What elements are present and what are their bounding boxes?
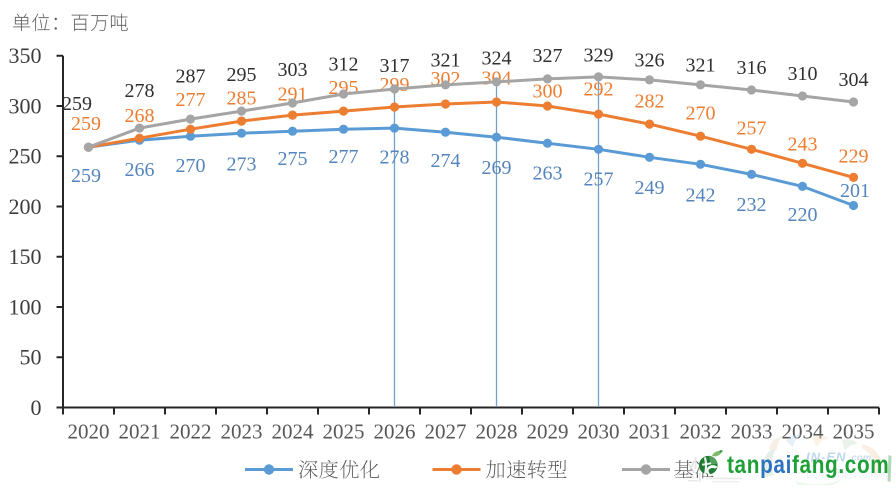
svg-text:317: 317	[380, 55, 410, 77]
svg-text:2022: 2022	[170, 420, 212, 444]
svg-text:285: 285	[227, 88, 257, 110]
svg-text:2025: 2025	[323, 420, 365, 444]
svg-text:220: 220	[788, 204, 818, 226]
svg-text:268: 268	[125, 105, 155, 127]
svg-text:2023: 2023	[221, 420, 263, 444]
svg-text:.com: .com	[849, 453, 872, 464]
svg-text:2026: 2026	[374, 420, 416, 444]
svg-text:300: 300	[9, 93, 42, 118]
svg-text:300: 300	[533, 81, 563, 103]
svg-text:270: 270	[686, 102, 716, 124]
svg-text:259: 259	[71, 113, 101, 135]
svg-text:259: 259	[62, 93, 92, 115]
svg-text:2021: 2021	[119, 420, 161, 444]
svg-text:200: 200	[9, 194, 42, 219]
svg-text:0: 0	[31, 395, 42, 420]
svg-text:50: 50	[20, 345, 42, 370]
svg-text:242: 242	[686, 184, 716, 206]
svg-text:275: 275	[278, 148, 308, 170]
svg-text:2033: 2033	[731, 420, 773, 444]
svg-text:257: 257	[737, 118, 767, 140]
svg-text:273: 273	[227, 153, 257, 175]
svg-text:243: 243	[788, 134, 818, 156]
svg-text:263: 263	[533, 162, 563, 184]
svg-text:IN-EN: IN-EN	[806, 450, 846, 465]
svg-text:303: 303	[278, 59, 308, 81]
svg-text:278: 278	[125, 80, 155, 102]
svg-text:291: 291	[278, 83, 308, 105]
svg-text:278: 278	[380, 146, 410, 168]
svg-text:259: 259	[71, 165, 101, 187]
svg-text:312: 312	[329, 54, 359, 76]
svg-text:tanpaifang.com: tanpaifang.com	[727, 450, 889, 478]
svg-text:250: 250	[9, 144, 42, 169]
svg-text:324: 324	[482, 47, 512, 69]
svg-text:2020: 2020	[68, 420, 110, 444]
svg-text:321: 321	[686, 55, 716, 77]
svg-text:2024: 2024	[272, 420, 315, 444]
svg-text:282: 282	[635, 90, 665, 112]
svg-text:2028: 2028	[476, 420, 518, 444]
svg-text:329: 329	[584, 45, 614, 67]
svg-text:266: 266	[125, 159, 155, 181]
svg-text:257: 257	[584, 169, 614, 191]
svg-text:249: 249	[635, 177, 665, 199]
svg-text:2030: 2030	[578, 420, 620, 444]
svg-text:2027: 2027	[425, 420, 467, 444]
svg-text:2035: 2035	[833, 420, 875, 444]
svg-text:316: 316	[737, 57, 767, 79]
svg-text:277: 277	[176, 89, 206, 111]
svg-text:232: 232	[737, 194, 767, 216]
svg-text:292: 292	[584, 79, 614, 101]
svg-text:269: 269	[482, 157, 512, 179]
svg-text:326: 326	[635, 50, 665, 72]
svg-text:2029: 2029	[527, 420, 569, 444]
svg-text:100: 100	[9, 294, 42, 319]
svg-text:150: 150	[9, 244, 42, 269]
svg-text:310: 310	[788, 63, 818, 85]
svg-text:2032: 2032	[680, 420, 722, 444]
svg-text:327: 327	[533, 45, 563, 67]
svg-text:2031: 2031	[629, 420, 671, 444]
svg-text:295: 295	[227, 64, 257, 86]
svg-text:229: 229	[839, 146, 869, 168]
svg-text:287: 287	[176, 65, 206, 87]
svg-text:304: 304	[839, 69, 869, 91]
svg-text:270: 270	[176, 155, 206, 177]
svg-text:274: 274	[431, 150, 461, 172]
svg-text:277: 277	[329, 146, 359, 168]
svg-text:321: 321	[431, 50, 461, 72]
svg-text:350: 350	[9, 43, 42, 68]
svg-text:201: 201	[840, 180, 870, 202]
svg-text:2034: 2034	[782, 420, 825, 444]
